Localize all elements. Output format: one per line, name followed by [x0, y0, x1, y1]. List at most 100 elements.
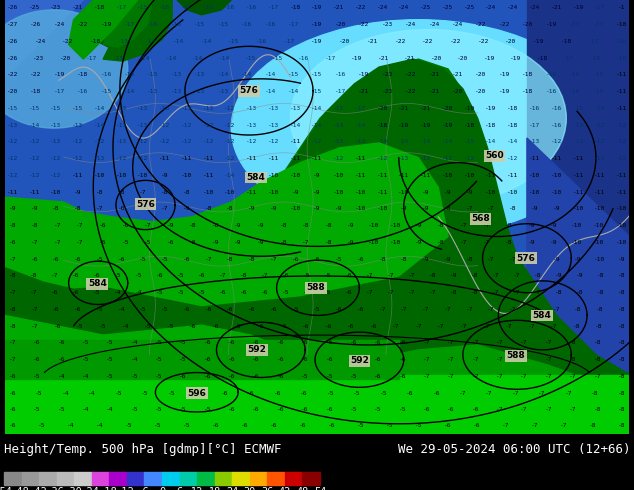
Text: -7: -7: [447, 374, 455, 379]
Text: -11: -11: [181, 156, 192, 161]
Text: -13: -13: [268, 122, 279, 128]
Text: -6: -6: [139, 206, 146, 212]
Text: 588: 588: [507, 351, 526, 360]
Text: -4: -4: [113, 290, 121, 295]
Text: -12: -12: [119, 487, 135, 490]
Text: -14: -14: [442, 140, 453, 145]
Text: -20: -20: [339, 39, 351, 44]
Text: -15: -15: [311, 73, 323, 77]
Text: -6: -6: [241, 423, 249, 428]
Text: -10: -10: [94, 173, 105, 178]
Text: -14: -14: [420, 140, 431, 145]
Text: -5: -5: [144, 324, 152, 329]
Text: -30: -30: [67, 487, 82, 490]
Text: -10: -10: [224, 190, 236, 195]
Text: -17: -17: [355, 106, 366, 111]
Text: -10: -10: [50, 190, 61, 195]
Text: -7: -7: [521, 374, 528, 379]
Text: 0: 0: [159, 487, 165, 490]
Text: -6: -6: [313, 257, 321, 262]
Text: -13: -13: [115, 106, 127, 111]
Text: -11: -11: [355, 156, 366, 161]
Text: -10: -10: [616, 22, 627, 27]
Text: -6: -6: [269, 307, 277, 312]
Text: -6: -6: [179, 374, 187, 379]
Text: -9: -9: [269, 206, 277, 212]
Text: -5: -5: [131, 374, 138, 379]
Text: -24: -24: [429, 22, 440, 27]
Polygon shape: [4, 59, 630, 434]
Text: -8: -8: [618, 357, 625, 362]
Text: -12: -12: [594, 156, 605, 161]
Text: -10: -10: [442, 173, 453, 178]
Polygon shape: [4, 316, 301, 434]
Text: -10: -10: [268, 173, 279, 178]
Text: -14: -14: [507, 140, 519, 145]
Text: -15: -15: [171, 22, 182, 27]
Text: -7: -7: [269, 257, 277, 262]
Text: -24: -24: [398, 5, 410, 10]
Text: -6: -6: [399, 374, 406, 379]
Text: -7: -7: [553, 307, 560, 312]
Text: -12: -12: [224, 122, 236, 128]
Text: -13: -13: [203, 106, 214, 111]
Text: -9: -9: [450, 273, 457, 278]
Text: -7: -7: [482, 223, 490, 228]
Text: -8: -8: [189, 240, 197, 245]
Text: -5: -5: [374, 408, 382, 413]
Text: -7: -7: [459, 391, 467, 396]
Text: -22: -22: [77, 22, 88, 27]
Text: -10: -10: [355, 206, 366, 212]
Text: -12: -12: [507, 156, 519, 161]
Text: -23: -23: [34, 56, 44, 61]
Text: -8: -8: [9, 223, 16, 228]
Text: -15: -15: [194, 22, 205, 27]
Text: -25: -25: [442, 5, 453, 10]
Text: -4: -4: [122, 324, 129, 329]
Text: -14: -14: [311, 122, 323, 128]
Text: -7: -7: [31, 324, 39, 329]
Text: -5: -5: [135, 273, 142, 278]
Text: -7: -7: [496, 357, 503, 362]
Bar: [92, 472, 109, 486]
Text: -5: -5: [161, 307, 169, 312]
Text: -9: -9: [555, 273, 562, 278]
Text: -42: -42: [31, 487, 47, 490]
Text: -7: -7: [509, 257, 517, 262]
Text: -19: -19: [358, 73, 370, 77]
Text: -12: -12: [115, 156, 127, 161]
Text: -8: -8: [240, 273, 247, 278]
Text: -8: -8: [465, 257, 473, 262]
Text: -11: -11: [616, 190, 627, 195]
Text: -6: -6: [58, 341, 65, 345]
Text: -10: -10: [115, 173, 127, 178]
Text: -6: -6: [58, 357, 65, 362]
Text: -7: -7: [527, 324, 535, 329]
Text: -6: -6: [252, 341, 260, 345]
Text: -20: -20: [452, 89, 463, 94]
Text: -6: -6: [204, 374, 211, 379]
Text: -13: -13: [529, 140, 540, 145]
Text: 588: 588: [307, 283, 325, 293]
Text: -8: -8: [325, 240, 332, 245]
Text: -6: -6: [9, 374, 16, 379]
Polygon shape: [177, 0, 231, 15]
Text: -15: -15: [245, 56, 256, 61]
Text: -9: -9: [347, 223, 354, 228]
Text: -13: -13: [181, 106, 192, 111]
Text: -5: -5: [155, 357, 162, 362]
Text: -8: -8: [595, 324, 603, 329]
Text: -10: -10: [368, 240, 379, 245]
Text: -5: -5: [99, 324, 107, 329]
Text: -7: -7: [437, 324, 445, 329]
Text: -7: -7: [423, 341, 430, 345]
Text: -12: -12: [203, 140, 214, 145]
Text: -6: -6: [52, 257, 60, 262]
Text: -6: -6: [276, 374, 284, 379]
Text: -8: -8: [618, 408, 625, 413]
Text: -21: -21: [378, 56, 389, 61]
Text: -22: -22: [358, 22, 370, 27]
Text: -11: -11: [616, 89, 627, 94]
Text: -24: -24: [34, 39, 46, 44]
Text: -10: -10: [368, 223, 379, 228]
